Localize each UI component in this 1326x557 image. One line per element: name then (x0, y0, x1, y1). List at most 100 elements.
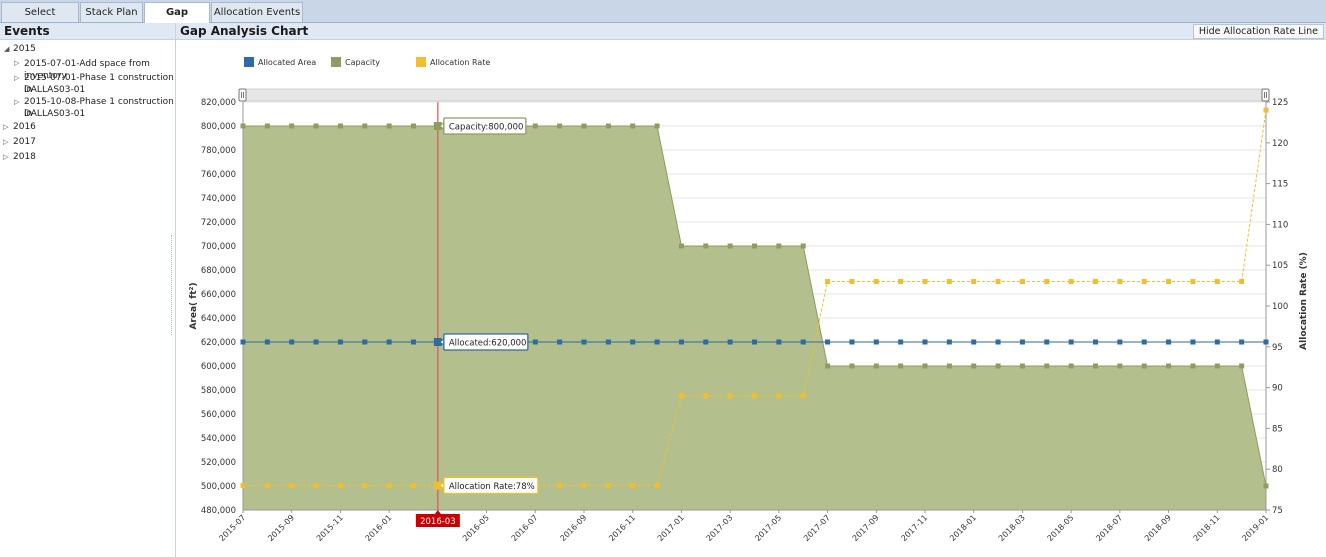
collapsed-triangle-icon[interactable]: ▷ (3, 123, 9, 131)
x-tick-label: 2016-01 (364, 513, 394, 543)
x-tick-label: 2018-11 (1192, 513, 1222, 543)
y-tick-label: 520,000 (201, 458, 236, 468)
allocation-rate-point (1239, 279, 1245, 285)
splitter-handle[interactable] (171, 235, 175, 335)
x-tick-label: 2017-07 (802, 513, 832, 543)
collapsed-triangle-icon[interactable]: ▷ (3, 153, 9, 161)
allocation-rate-point (313, 483, 319, 489)
allocation-rate-point (605, 483, 611, 489)
allocated-highlight-point (433, 338, 442, 346)
allocation-rate-point (971, 279, 977, 285)
allocation-rate-point (581, 483, 587, 489)
allocation-rate-point (411, 483, 416, 489)
allocated-point (800, 339, 806, 345)
allocation-rate-point (752, 393, 757, 399)
allocated-point (264, 339, 270, 345)
tree-node-2015[interactable]: 2015 (13, 44, 36, 54)
allocated-point (752, 339, 757, 345)
allocation-rate-point (289, 483, 295, 489)
allocation-rate-point (1093, 279, 1098, 285)
capacity-point (703, 243, 709, 249)
y2-axis-title: Allocation Rate (%) (1299, 252, 1309, 350)
y-tick-label: 580,000 (201, 386, 236, 396)
allocated-point (1214, 339, 1220, 345)
allocated-point (1239, 339, 1245, 345)
tree-event-item[interactable]: 2015-07-01-Phase 1 construction in (24, 73, 174, 95)
tab-gap-analysis[interactable]: Gap Analysis (144, 2, 210, 38)
expanded-triangle-icon[interactable]: ◢ (4, 45, 10, 53)
allocation-rate-tooltip-text: Allocation Rate:78% (449, 482, 535, 492)
collapsed-triangle-icon[interactable]: ▷ (3, 138, 9, 146)
allocated-point (605, 339, 611, 345)
tab-select-scenario[interactable]: Select Scenario (1, 2, 79, 38)
capacity-point (946, 363, 952, 369)
y2-tick-label: 75 (1272, 506, 1283, 516)
allocation-rate-point (386, 483, 392, 489)
allocation-rate-point (800, 393, 806, 399)
capacity-area (243, 126, 1266, 510)
events-sidebar: Events ◢ 2015 ▷ 2015-07-01-Add space fro… (0, 23, 176, 557)
y2-tick-label: 125 (1272, 98, 1288, 108)
collapsed-triangle-icon[interactable]: ▷ (14, 98, 20, 106)
x-tick-label: 2015-11 (315, 513, 345, 543)
allocated-point (727, 339, 733, 345)
capacity-point (1190, 363, 1196, 369)
allocated-point (825, 339, 831, 345)
allocated-point (1019, 339, 1025, 345)
y-tick-label: 540,000 (201, 434, 236, 444)
x-tick-label: 2018-07 (1094, 513, 1124, 543)
allocated-point (1166, 339, 1172, 345)
capacity-point (678, 243, 684, 249)
y-tick-label: 560,000 (201, 410, 236, 420)
capacity-point (264, 123, 270, 129)
x-tick-label: 2017-05 (753, 513, 783, 543)
y-tick-label: 480,000 (201, 506, 236, 516)
capacity-point (800, 243, 806, 249)
tree-event-item-cont: DALLAS03-01 (24, 85, 86, 95)
capacity-point (995, 363, 1001, 369)
allocated-point (240, 339, 246, 345)
capacity-point (289, 123, 295, 129)
gap-analysis-chart: Allocated Area Capacity Allocation Rate 480… (189, 57, 1309, 543)
allocated-point (557, 339, 563, 345)
capacity-point (313, 123, 319, 129)
tab-allocation-events[interactable]: Allocation Events (211, 2, 303, 22)
allocated-point (776, 339, 782, 345)
range-slider-handle (1261, 88, 1270, 102)
allocation-rate-point (1214, 279, 1220, 285)
allocation-rate-point (825, 279, 831, 285)
tree-event-item[interactable]: 2015-10-08-Phase 1 construction in (24, 97, 174, 119)
allocation-rate-point (654, 483, 660, 489)
tree-node-2018[interactable]: 2018 (13, 152, 36, 162)
cursor-date-pointer (434, 510, 441, 514)
allocation-rate-point (678, 393, 684, 399)
allocated-point (532, 339, 538, 345)
allocated-point (1117, 339, 1123, 345)
y-tick-label: 600,000 (201, 362, 236, 372)
capacity-point (825, 363, 831, 369)
tree-node-2016[interactable]: 2016 (13, 122, 36, 132)
allocated-point (971, 339, 977, 345)
allocation-rate-point (337, 483, 343, 489)
allocated-point (873, 339, 879, 345)
allocation-rate-point (995, 279, 1001, 285)
capacity-point (1141, 363, 1147, 369)
collapsed-triangle-icon[interactable]: ▷ (14, 74, 20, 82)
y-tick-label: 760,000 (201, 170, 236, 180)
collapsed-triangle-icon[interactable]: ▷ (14, 59, 20, 67)
allocated-tooltip-text: Allocated:620,000 (449, 339, 527, 349)
x-tick-label: 2016-11 (607, 513, 637, 543)
tab-stack-plan[interactable]: Stack Plan (80, 2, 143, 22)
allocation-rate-point (264, 483, 270, 489)
hide-allocation-rate-button[interactable]: Hide Allocation Rate Line (1192, 24, 1324, 39)
capacity-point (386, 123, 392, 129)
x-tick-label: 2018-05 (1046, 513, 1076, 543)
allocated-point (898, 339, 904, 345)
allocated-point (1263, 339, 1269, 345)
sidebar-title: Events (0, 23, 175, 40)
tree-event-item[interactable]: 2015-07-01-Add space from inventory (24, 59, 150, 81)
y-tick-label: 660,000 (201, 290, 236, 300)
capacity-point (1093, 363, 1098, 369)
gap-analysis-panel: Gap Analysis Chart Hide Allocation Rate … (176, 23, 1326, 557)
tree-node-2017[interactable]: 2017 (13, 137, 36, 147)
